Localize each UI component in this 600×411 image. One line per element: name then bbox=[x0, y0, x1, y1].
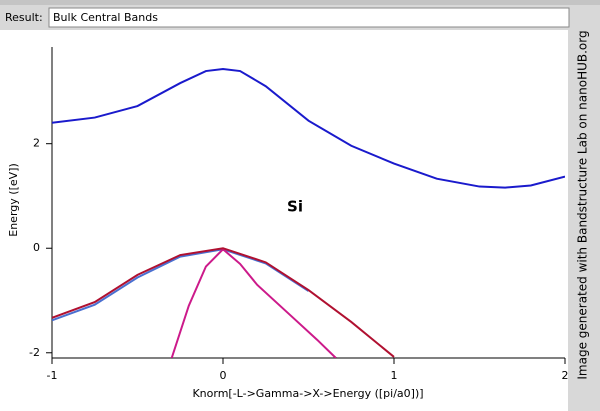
y-tick-label: 2 bbox=[33, 137, 40, 150]
band-curve bbox=[52, 247, 395, 358]
x-axis-label: Knorm[-L->Gamma->X->Energy ([pi/a0])] bbox=[192, 387, 423, 400]
plot-background bbox=[0, 30, 568, 411]
y-axis-label: Energy ([eV]) bbox=[7, 163, 20, 236]
y-tick-label: 0 bbox=[33, 241, 40, 254]
top-strip bbox=[0, 0, 600, 5]
watermark: Image generated with Bandstructure Lab o… bbox=[576, 30, 590, 379]
x-tick-label: 2 bbox=[562, 369, 569, 382]
result-label: Result: bbox=[5, 11, 43, 24]
result-field[interactable] bbox=[48, 7, 570, 28]
result-value: Bulk Central Bands bbox=[53, 11, 158, 24]
annotation: Si bbox=[287, 198, 303, 216]
x-tick-label: 1 bbox=[391, 369, 398, 382]
band-curve bbox=[52, 67, 565, 189]
band-curve bbox=[170, 247, 337, 358]
x-tick-label: -1 bbox=[47, 369, 58, 382]
y-tick-label: -2 bbox=[29, 346, 40, 359]
x-tick-label: 0 bbox=[220, 369, 227, 382]
